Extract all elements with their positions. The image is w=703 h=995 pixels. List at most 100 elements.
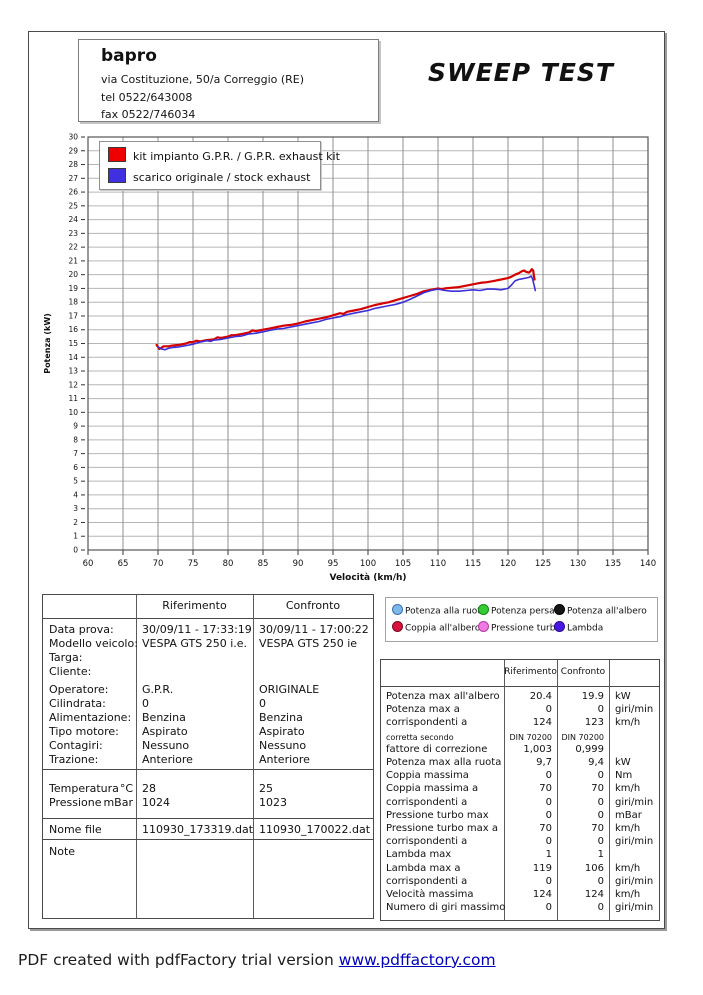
results-table: Riferimento Confronto Potenza max all'albe… — [380, 659, 660, 921]
info-row-confronto: ORIGINALE — [259, 683, 320, 696]
result-row-riferimento: 124 — [532, 717, 552, 729]
result-row-unit: giri/min — [615, 875, 654, 887]
info-table: Riferimento Confronto Data prova: 30/09/11 … — [42, 594, 374, 919]
result-row-label: Potenza max alla ruota — [386, 757, 502, 768]
results-legend-item: Potenza alla ruota — [392, 604, 486, 617]
company-name: bapro — [101, 46, 157, 66]
result-row-label: Potenza max a — [386, 704, 460, 716]
y-tick-label: 21 — [68, 256, 78, 265]
company-fax: fax 0522/746034 — [101, 108, 196, 121]
result-row-confronto: DIN 70200 — [561, 732, 605, 742]
result-row-unit: mBar — [615, 809, 642, 821]
result-row-label: Numero di giri massimo — [386, 902, 506, 914]
result-row-label: corrispondenti a — [386, 796, 468, 808]
result-row-unit — [615, 744, 657, 757]
result-row-unit: giri/min — [615, 796, 654, 808]
result-row-label: corrispondenti a — [386, 717, 468, 729]
info-row-confronto: Nessuno — [259, 739, 307, 752]
result-row-unit — [615, 849, 657, 862]
y-tick-label: 7 — [73, 449, 78, 458]
divider — [43, 769, 373, 770]
result-row-confronto: 9,4 — [588, 757, 604, 768]
footer-text: PDF created with pdfFactory trial versio… — [18, 951, 339, 969]
y-tick-label: 17 — [68, 311, 78, 320]
info-row-label: Cliente: — [49, 665, 92, 678]
results-legend-item: Potenza all'albero — [554, 604, 647, 617]
result-row-confronto: 70 — [591, 783, 604, 795]
result-row-label: Lambda max a — [386, 862, 461, 874]
legend-dot — [478, 604, 489, 615]
result-row-confronto: 0 — [597, 796, 604, 808]
y-tick-label: 0 — [73, 546, 78, 555]
divider — [609, 660, 610, 920]
result-row-label: Coppia massima — [386, 770, 469, 782]
legend-dot — [392, 604, 403, 615]
legend-dot — [554, 621, 565, 632]
result-row-confronto: 124 — [584, 889, 604, 900]
results-legend-item: Lambda — [554, 621, 603, 634]
y-tick-label: 24 — [68, 215, 78, 224]
info-row-confronto: 110930_170022.dat — [259, 823, 371, 836]
result-row-label: fattore di correzione — [386, 743, 488, 755]
x-tick-label: 100 — [360, 559, 376, 569]
results-col-header: Riferimento — [504, 667, 557, 677]
info-row-confronto: 30/09/11 - 17:00:22 — [259, 623, 369, 636]
info-row-confronto — [259, 665, 369, 679]
info-row-confronto: VESPA GTS 250 ie — [259, 637, 358, 650]
y-tick-label: 12 — [68, 380, 78, 389]
result-row-label: corrispondenti a — [386, 836, 468, 848]
result-row-riferimento: 20.4 — [529, 691, 552, 702]
y-tick-label: 9 — [73, 422, 78, 431]
legend-label: scarico originale / stock exhaust — [133, 171, 311, 184]
result-row-unit: km/h — [615, 823, 641, 834]
company-tel: tel 0522/643008 — [101, 91, 193, 104]
y-tick-label: 13 — [68, 367, 78, 376]
info-row-riferimento: Nessuno — [142, 739, 190, 752]
divider — [381, 686, 659, 687]
legend-label: Potenza all'albero — [567, 606, 647, 617]
plot-border — [87, 136, 649, 551]
chart-legend: kit impianto G.P.R. / G.P.R. exhaust kit… — [99, 141, 340, 190]
x-tick-label: 60 — [83, 559, 94, 569]
divider — [504, 660, 505, 920]
y-tick-label: 18 — [68, 298, 78, 307]
chart-legend-item: kit impianto G.P.R. / G.P.R. exhaust kit — [108, 147, 340, 163]
info-row-confronto: Aspirato — [259, 725, 305, 738]
info-row-riferimento: Aspirato — [142, 725, 188, 738]
divider — [43, 839, 373, 840]
info-row-confronto: 0 — [259, 697, 266, 710]
info-row-confronto — [259, 651, 369, 665]
result-row-riferimento: 0 — [545, 809, 552, 821]
result-row-unit — [615, 731, 657, 744]
results-col-header: Confronto — [560, 667, 606, 677]
x-tick-label: 85 — [258, 559, 269, 569]
legend-dot — [392, 621, 403, 632]
y-tick-label: 16 — [68, 325, 78, 334]
result-row-confronto: 0 — [597, 770, 604, 782]
divider — [43, 818, 373, 819]
result-row-riferimento: 1,003 — [523, 743, 552, 755]
results-legend: Potenza alla ruota Potenza persa Potenza a… — [385, 597, 658, 642]
chart-legend-item: scarico originale / stock exhaust — [108, 168, 311, 184]
legend-label: Lambda — [567, 623, 604, 634]
y-tick-label: 14 — [68, 353, 78, 362]
pdffactory-link[interactable]: www.pdffactory.com — [338, 951, 496, 969]
y-tick-label: 20 — [68, 270, 78, 279]
legend-swatch — [108, 147, 126, 162]
info-row-riferimento: 0 — [142, 697, 149, 710]
info-row-riferimento: VESPA GTS 250 i.e. — [142, 637, 248, 650]
info-row-label: Modello veicolo: — [49, 637, 138, 650]
result-row-riferimento: 119 — [532, 862, 552, 874]
result-row-riferimento: 70 — [539, 783, 552, 795]
result-row-confronto: 0,999 — [575, 743, 604, 755]
x-tick-label: 120 — [500, 559, 516, 569]
x-tick-label: 95 — [328, 559, 339, 569]
legend-dot — [554, 604, 565, 615]
result-row-riferimento: DIN 70200 — [509, 732, 553, 742]
result-row-label: Potenza max all'albero — [386, 691, 500, 702]
x-tick-label: 65 — [118, 559, 129, 569]
result-row-unit: km/h — [615, 717, 641, 729]
result-row-unit: km/h — [615, 783, 641, 795]
result-row-riferimento: 70 — [539, 823, 552, 834]
